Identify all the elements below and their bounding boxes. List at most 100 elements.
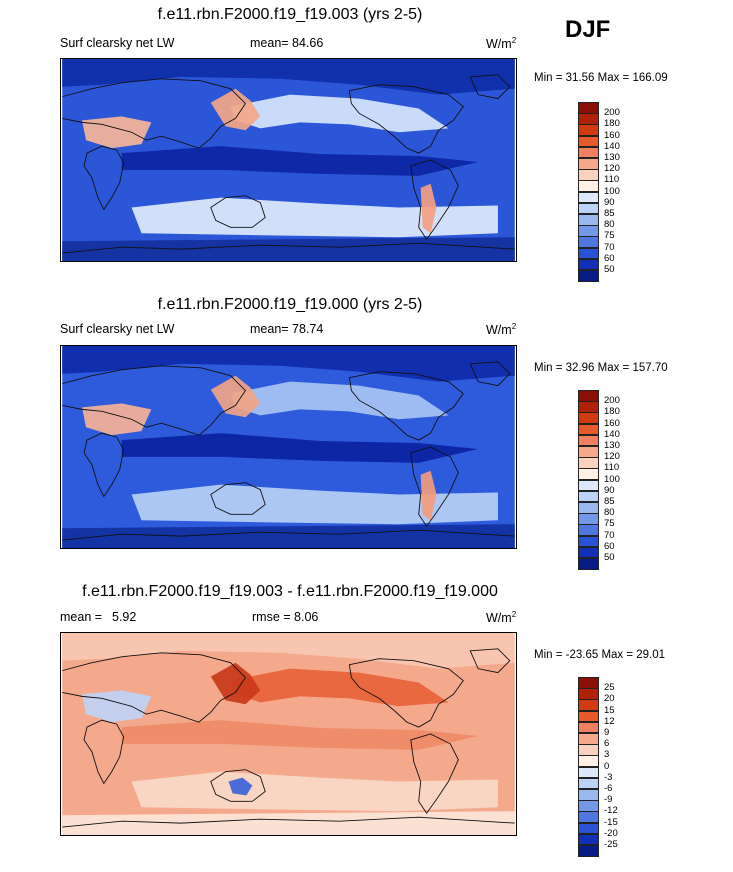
map-zone-andes [420,183,437,234]
colorbar-swatch [578,789,599,801]
colorbar-swatch [578,124,599,137]
colorbar-swatch [578,845,599,857]
map-zone-midlat-south [131,197,498,238]
map-plot [60,58,517,262]
colorbar-swatch [578,755,599,768]
colorbar-swatch [578,135,599,148]
map-field [62,59,515,261]
colorbar-label: 80 [604,507,615,519]
colorbar-swatch [578,401,599,413]
map-field [62,346,515,548]
colorbar-label: 90 [604,196,615,208]
min-max-label: Min = 31.56 Max = 166.09 [534,72,668,84]
colorbar-swatch [578,457,599,469]
colorbar-swatch [578,434,599,447]
map-zone-antarctic [62,811,515,835]
colorbar-label: 90 [604,484,615,496]
colorbar-swatch [578,390,599,402]
colorbar-swatch [578,688,599,700]
colorbar-swatch [578,535,599,548]
colorbar-label: 85 [604,496,615,507]
map-zone-kuroshio [210,88,261,131]
coastline-3 [348,371,464,441]
mean-value: mean= 78.74 [250,322,324,336]
colorbar-label: -3 [604,771,613,783]
colorbar-swatch [578,710,599,723]
colorbar-label: 130 [604,440,620,451]
colorbar-label: 110 [604,462,620,474]
panel-title: f.e11.rbn.F2000.f19_f19.003 - f.e11.rbn.… [82,583,498,600]
colorbar-label: -9 [604,794,613,806]
colorbar-swatch [578,558,599,570]
colorbar-swatch [578,236,599,249]
colorbar-label: 85 [604,208,615,219]
coastline-2 [210,195,266,228]
map-zone-kuroshio [210,662,261,705]
colorbar-swatch [578,225,599,237]
colorbar-swatch [578,677,599,689]
colorbar-swatch [578,524,599,537]
coastline-4 [410,733,459,815]
map-zone-antarctic [62,524,515,548]
coastline-3 [348,84,464,154]
colorbar-swatch [578,247,599,260]
coastline-1 [62,365,246,436]
rmse-value: rmse = 8.06 [252,610,319,624]
map-zone-midlat-north [230,668,449,707]
coastline-6 [62,816,515,828]
colorbar-label: 70 [604,529,615,541]
colorbar-swatch [578,833,599,846]
colorbar-swatch [578,513,599,525]
mean-value: mean= 84.66 [250,36,324,50]
colorbar-swatch [578,721,599,734]
map-field [62,633,515,835]
colorbar-label: 110 [604,174,620,186]
colorbar-swatch [578,191,599,204]
colorbar-swatch [578,423,599,436]
variable-label: Surf clearsky net LW [60,36,175,50]
colorbar-swatch [578,800,599,812]
panel-title: f.e11.rbn.F2000.f19_f19.003 (yrs 2-5) [157,6,423,23]
colorbar-label: 180 [604,118,620,130]
map-plot [60,345,517,549]
coastline-5 [469,74,511,100]
variable-label: Surf clearsky net LW [60,322,175,336]
min-max-label: Min = 32.96 Max = 157.70 [534,362,668,374]
units-label: W/m2 [486,322,517,338]
coastline-6 [62,242,515,254]
colorbar-label: 20 [604,693,615,705]
colorbar-swatch [578,102,599,114]
colorbar-label: 60 [604,540,615,552]
colorbar-swatch [578,180,599,193]
map-zone-tropics [121,433,479,463]
colorbar-label: 70 [604,241,615,253]
map-zone-midlat-north [230,381,449,420]
variable-label: mean = [60,610,103,624]
coastline-1 [62,78,246,149]
coastline-4 [410,159,459,241]
colorbar-swatch [578,502,599,514]
coastline-0 [83,145,125,211]
colorbar-swatch [578,546,599,559]
colorbar-label: 200 [604,107,620,119]
min-max-label: Min = -23.65 Max = 29.01 [534,649,666,661]
colorbar-label: 80 [604,219,615,231]
map-zone-tropics [121,146,479,176]
map-zone-australia [228,777,253,796]
colorbar-label: 200 [604,395,620,407]
map-zone-tropics [121,720,479,750]
colorbar-label: 0 [604,760,610,772]
colorbar-swatch [578,113,599,125]
colorbar-label: 3 [604,749,610,761]
colorbar-label: 100 [604,473,620,485]
map-zone-midlat-north [230,94,449,133]
colorbar-label: 12 [604,715,615,727]
colorbar-swatch [578,479,599,492]
units-label: W/m2 [486,610,517,626]
colorbar-swatch [578,811,599,824]
colorbar-swatch [578,158,599,170]
colorbar-swatch [578,214,599,226]
map-zone-midlat-south [131,771,498,812]
colorbar-label: 120 [604,451,620,463]
colorbar-swatch [578,699,599,712]
